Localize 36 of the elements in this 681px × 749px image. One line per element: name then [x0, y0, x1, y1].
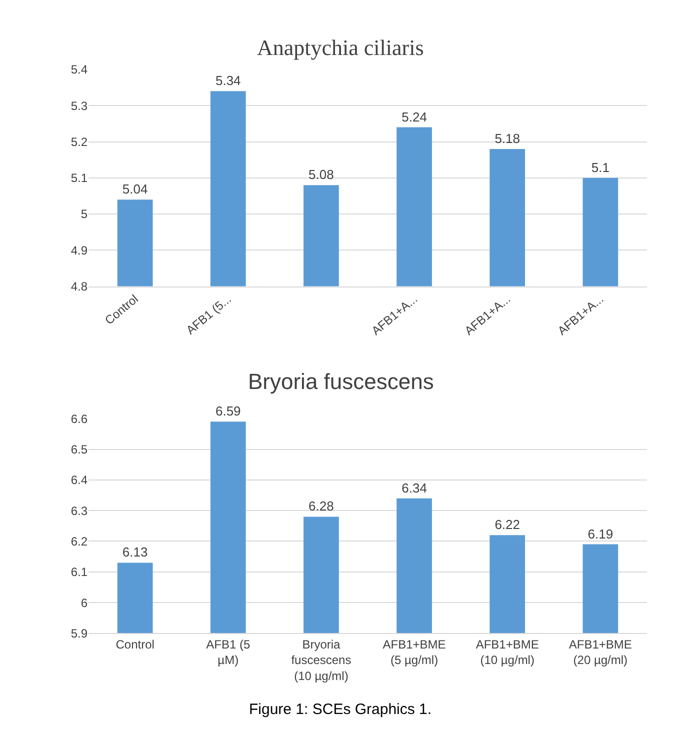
y-tick-label: 5: [80, 207, 88, 222]
data-label: 5.24: [402, 109, 427, 124]
data-label: 5.08: [308, 167, 334, 182]
y-tick-label: 6.4: [70, 473, 88, 488]
y-tick-label: 5.4: [70, 62, 88, 77]
y-tick-label: 6.6: [70, 412, 88, 426]
data-label: 5.04: [122, 182, 148, 197]
y-tick-label: 6.2: [70, 534, 88, 548]
x-tick-label: AFB1+BME (5 µg/ml): [382, 638, 446, 668]
y-tick-label: 5.2: [70, 134, 88, 149]
data-label: 6.28: [308, 498, 334, 514]
data-label: 5.34: [215, 73, 241, 88]
y-tick-label: 5.3: [70, 98, 88, 113]
data-label: 6.22: [494, 517, 520, 532]
y-tick-label: 5.1: [70, 171, 88, 186]
x-tick-label: AFB1+BME (20 µg/ml): [568, 638, 632, 668]
x-tick-label: Bryoria fuscescens (10 µg/ml): [291, 638, 352, 683]
chart-title: Anaptychia ciliaris: [257, 35, 424, 60]
x-tick-label: AFB1 (5 µM): [206, 638, 250, 668]
data-label: 6.59: [215, 404, 241, 419]
y-tick-label: 6.5: [70, 442, 88, 456]
y-tick-label: 6: [80, 596, 88, 610]
data-label: 5.1: [591, 160, 610, 175]
x-tick-label: AFB1+BME (10 µg/ml): [476, 638, 539, 668]
data-label: 5.18: [494, 130, 520, 146]
data-label: 6.13: [122, 544, 148, 560]
x-tick-label: Control: [116, 638, 154, 652]
caption: Figure 1: SCEs Graphics 1.: [249, 701, 432, 718]
data-label: 6.19: [588, 526, 614, 542]
y-tick-label: 6.1: [70, 565, 88, 580]
y-tick-label: 6.3: [70, 504, 88, 518]
y-tick-label: 4.9: [70, 243, 88, 258]
y-tick-label: 5.9: [70, 626, 88, 640]
data-label: 6.34: [402, 480, 427, 496]
chart-title: Bryoria fuscescens: [248, 369, 434, 394]
y-tick-label: 4.8: [70, 280, 88, 294]
